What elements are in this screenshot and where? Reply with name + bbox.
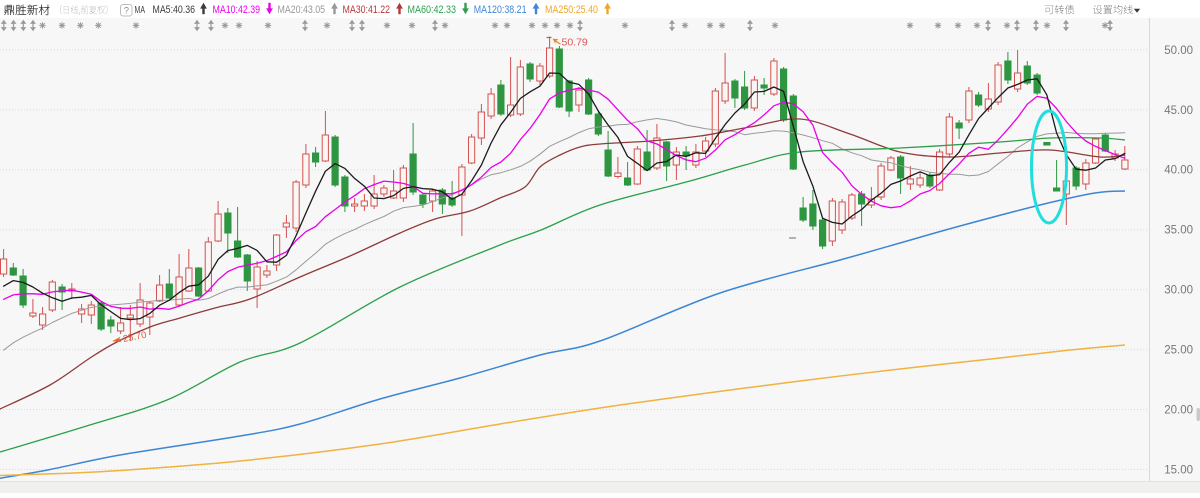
- svg-text:30.00: 30.00: [1164, 285, 1193, 297]
- svg-text:20.00: 20.00: [1164, 405, 1193, 417]
- svg-text:MA10:42.39: MA10:42.39: [213, 4, 261, 16]
- svg-text:50.00: 50.00: [1164, 45, 1193, 57]
- svg-text:MA120:38.21: MA120:38.21: [474, 4, 527, 16]
- svg-text:MA: MA: [135, 5, 146, 16]
- svg-text:MA60:42.33: MA60:42.33: [408, 4, 457, 16]
- svg-text:35.00: 35.00: [1164, 225, 1193, 237]
- svg-text:MA30:41.22: MA30:41.22: [343, 4, 391, 16]
- svg-text:45.00: 45.00: [1164, 105, 1193, 117]
- svg-text:15.00: 15.00: [1164, 465, 1193, 477]
- svg-text:MA20:43.05: MA20:43.05: [278, 4, 326, 16]
- svg-text:MA250:25.40: MA250:25.40: [545, 4, 598, 16]
- svg-text:?: ?: [124, 6, 129, 17]
- svg-text:50.79: 50.79: [562, 37, 588, 49]
- svg-text:MA5:40.36: MA5:40.36: [153, 4, 196, 16]
- svg-text:40.00: 40.00: [1164, 165, 1193, 177]
- svg-text:25.00: 25.00: [1164, 345, 1193, 357]
